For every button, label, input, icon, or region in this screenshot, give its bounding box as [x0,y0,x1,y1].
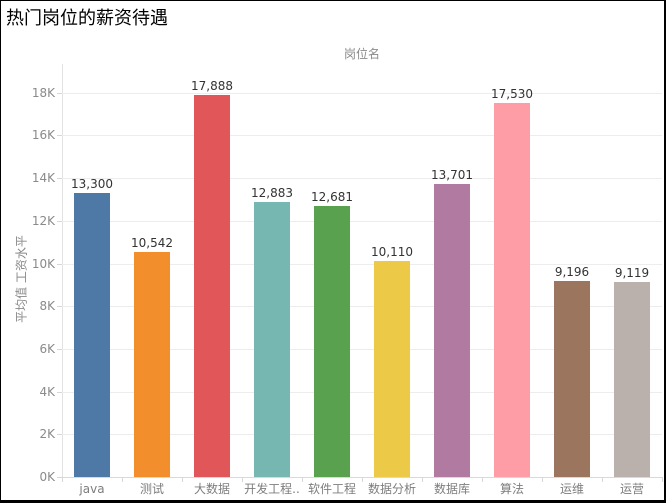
y-tick-label: 0K [39,470,55,484]
x-tick-label: 大数据 [193,482,230,496]
bar-value-label: 9,196 [554,265,590,279]
gridline-10K [62,264,662,265]
bar-value-label: 10,542 [131,236,173,250]
bar-value-label: 12,883 [251,186,293,200]
y-tick-label: 12K [31,214,55,228]
y-tick-label: 4K [39,385,55,399]
chart-title: 热门岗位的薪资待遇 [6,8,168,29]
gridline-8K [62,306,662,307]
y-tick-label: 16K [31,128,55,142]
gridline-12K [62,221,662,222]
y-tick-label: 8K [39,299,55,313]
gridline-18K [62,93,662,94]
y-tick-mark [57,178,62,179]
y-tick-mark [57,392,62,393]
bar[interactable] [314,206,350,477]
x-tick-label: 数据库 [433,482,470,496]
y-tick-label: 14K [31,171,55,185]
y-tick-mark [57,93,62,94]
x-tick-label: 开发工程.. [244,482,300,496]
y-tick-mark [57,221,62,222]
x-tick-mark [302,477,303,482]
x-tick-label: 数据分析 [367,482,416,496]
x-tick-label: java [79,482,105,496]
gridline-2K [62,434,662,435]
x-tick-label: 运营 [619,482,644,496]
y-tick-mark [57,349,62,350]
bar[interactable] [614,282,650,477]
y-tick-label: 10K [31,257,55,271]
x-tick-label: 软件工程 [307,482,356,496]
bar[interactable] [134,252,170,477]
bar-value-label: 10,110 [371,245,413,259]
bar-value-label: 9,119 [614,266,650,280]
x-tick-mark [242,477,243,482]
gridline-6K [62,349,662,350]
x-tick-mark [422,477,423,482]
y-tick-label: 2K [39,427,55,441]
x-tick-mark [362,477,363,482]
bar-value-label: 17,530 [491,87,533,101]
x-tick-label: 算法 [499,482,524,496]
x-tick-mark [482,477,483,482]
x-tick-mark [602,477,603,482]
x-tick-mark [182,477,183,482]
x-tick-mark [542,477,543,482]
y-tick-mark [57,135,62,136]
bar-value-label: 17,888 [191,79,233,93]
y-tick-mark [57,434,62,435]
bar[interactable] [374,261,410,477]
bar[interactable] [254,202,290,477]
gridline-16K [62,135,662,136]
x-tick-mark [122,477,123,482]
bar[interactable] [554,281,590,477]
y-tick-mark [57,264,62,265]
bar-value-label: 12,681 [311,190,353,204]
x-tick-label: 测试 [139,482,164,496]
y-tick-mark [57,306,62,307]
bar[interactable] [194,95,230,477]
gridline-4K [62,392,662,393]
bar[interactable] [494,103,530,477]
bar-value-label: 13,300 [71,177,113,191]
y-tick-label: 6K [39,342,55,356]
y-tick-label: 18K [31,86,55,100]
x-tick-mark [62,477,63,482]
x-tick-label: 运维 [559,482,584,496]
x-axis-title: 岗位名 [343,47,380,61]
y-tick-mark [57,477,62,478]
bar-value-label: 13,701 [431,168,473,182]
x-tick-mark [662,477,663,482]
gridline-14K [62,178,662,179]
bar[interactable] [74,193,110,477]
bar[interactable] [434,184,470,477]
y-axis-line [62,64,63,477]
